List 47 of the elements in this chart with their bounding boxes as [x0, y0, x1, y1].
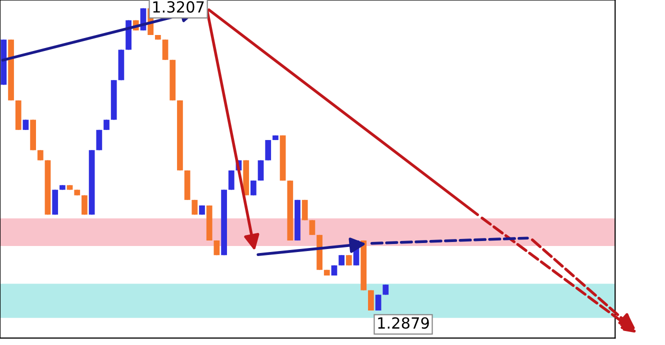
- candlestick: [52, 189, 58, 216]
- candlestick: [110, 79, 117, 120]
- candlestick: [265, 139, 272, 161]
- candlestick: [214, 240, 220, 256]
- candlestick: [243, 160, 250, 196]
- candlestick: [360, 240, 367, 291]
- candlestick: [66, 184, 73, 190]
- candlestick: [294, 199, 300, 242]
- candlestick: [206, 204, 212, 242]
- candlestick: [104, 119, 110, 131]
- candlestick: [221, 189, 227, 256]
- candlestick: [154, 34, 161, 40]
- candlestick: [88, 149, 95, 216]
- candlestick: [0, 38, 7, 86]
- candlestick: [170, 59, 176, 102]
- candlestick: [324, 269, 330, 276]
- candlestick: [382, 284, 389, 296]
- candlestick: [199, 204, 205, 216]
- candlestick: [287, 180, 294, 242]
- candlestick: [118, 49, 124, 81]
- candlestick: [368, 290, 374, 312]
- candlestick: [22, 119, 29, 131]
- candlestick: [44, 160, 51, 216]
- candlestick: [74, 189, 80, 196]
- candlestick: [375, 294, 382, 312]
- candlestick: [184, 170, 190, 201]
- candlestick: [37, 149, 44, 161]
- candlestick: [331, 264, 338, 276]
- candlestick: [140, 8, 146, 32]
- candlestick: [177, 100, 183, 172]
- candlestick: [302, 199, 308, 221]
- candlestick: [228, 170, 234, 190]
- candlestick: [162, 38, 168, 61]
- candlestick: [96, 129, 102, 151]
- candlestick: [258, 160, 264, 182]
- candlestick: [280, 134, 286, 182]
- candlestick: [82, 194, 88, 216]
- candlestick: [60, 184, 66, 190]
- candlestick: [30, 119, 36, 151]
- candlestick: [192, 199, 198, 216]
- annotation: 1.3207: [153, 1, 204, 13]
- candlestick: [15, 100, 22, 131]
- candlestick: [250, 180, 256, 196]
- annotation: 1.2879: [378, 317, 429, 329]
- candlestick: [346, 254, 352, 266]
- candlestick: [338, 254, 345, 266]
- candlestick: [309, 219, 316, 236]
